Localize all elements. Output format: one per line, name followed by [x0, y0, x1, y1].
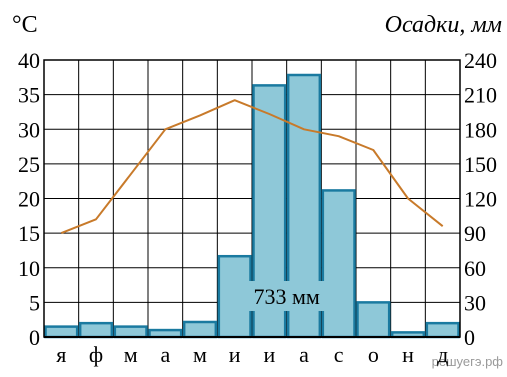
left-axis-tick-label: 30 — [18, 117, 40, 142]
month-label: ф — [89, 342, 103, 367]
annual-precipitation-total: 733 мм — [253, 284, 319, 309]
right-axis-title: Осадки, мм — [385, 12, 502, 38]
right-axis-tick-label: 210 — [464, 83, 497, 108]
precipitation-bar — [44, 325, 79, 339]
month-label: м — [124, 342, 138, 367]
left-axis-tick-label: 5 — [29, 290, 40, 315]
left-axis-tick-label: 40 — [18, 48, 40, 73]
left-axis-title: °C — [12, 12, 38, 38]
precipitation-bar — [321, 189, 356, 339]
precipitation-bar — [113, 325, 148, 339]
right-axis-tick-label: 30 — [464, 290, 486, 315]
right-axis-tick-label: 90 — [464, 221, 486, 246]
temperature-line-group — [60, 99, 444, 235]
month-label: и — [229, 342, 241, 367]
left-axis-tick-label: 0 — [29, 325, 40, 350]
month-label: а — [299, 342, 309, 367]
precipitation-bar — [356, 301, 391, 339]
total-label-background — [242, 281, 331, 311]
month-label: и — [263, 342, 275, 367]
precipitation-bar — [182, 320, 218, 339]
right-axis-tick-label: 150 — [464, 152, 497, 177]
month-label: м — [193, 342, 207, 367]
axes — [43, 59, 461, 338]
precipitation-bar — [78, 321, 114, 339]
right-axis-tick-label: 120 — [464, 187, 497, 212]
month-label: о — [368, 342, 379, 367]
precipitation-bar — [148, 328, 183, 339]
right-axis-tick-label: 180 — [464, 117, 497, 142]
month-label: д — [437, 342, 448, 367]
watermark-text: решуегэ.рф — [432, 354, 504, 369]
precipitation-bar — [425, 321, 460, 339]
right-axis-tick-label: 0 — [464, 325, 475, 350]
month-label: я — [56, 342, 66, 367]
left-axis-tick-label: 15 — [18, 221, 40, 246]
right-axis-tick-label: 240 — [464, 48, 497, 73]
month-label: н — [402, 342, 414, 367]
left-axis-tick-label: 10 — [18, 256, 40, 281]
month-label: а — [160, 342, 170, 367]
left-axis-tick-label: 20 — [18, 187, 40, 212]
temperature-line — [60, 99, 444, 235]
right-axis-tick-label: 60 — [464, 256, 486, 281]
labels: °C Осадки, мм решуегэ.рф 0 5 10 15 20 25 30 35 4… — [12, 12, 503, 369]
left-axis-tick-label: 25 — [18, 152, 40, 177]
left-axis-tick-label: 35 — [18, 83, 40, 108]
month-label: с — [334, 342, 344, 367]
